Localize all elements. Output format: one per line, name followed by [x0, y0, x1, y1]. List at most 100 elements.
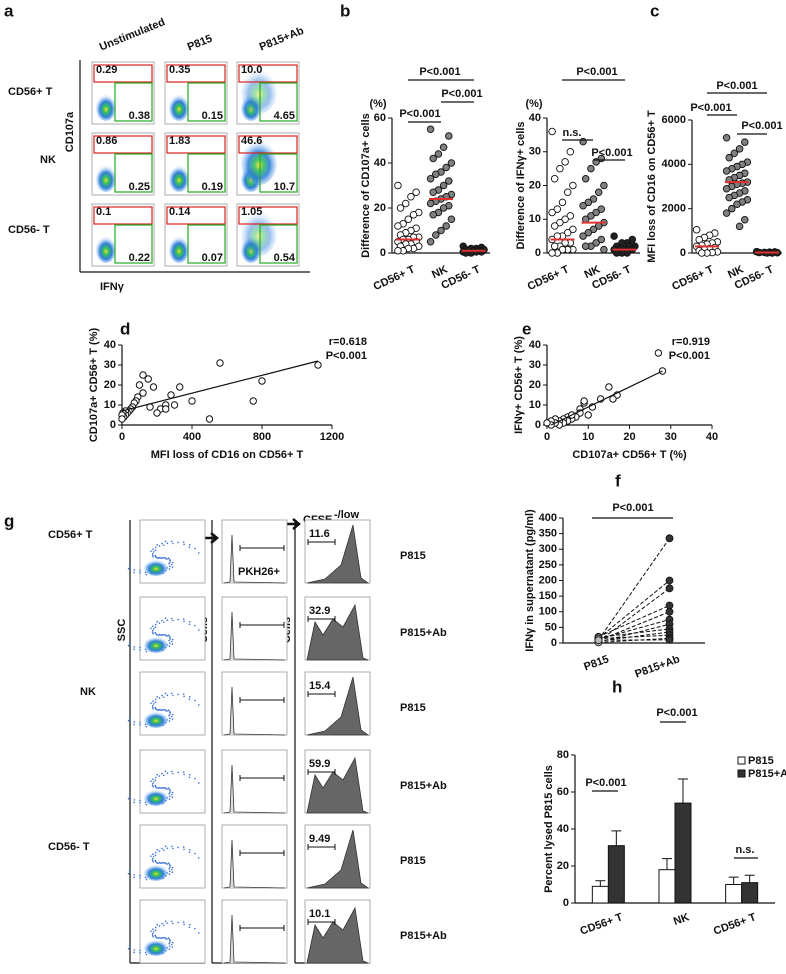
- scatter-dot: [154, 929, 157, 931]
- data-point: [733, 200, 741, 208]
- scatter-dot: [145, 878, 148, 881]
- scatter-dot: [167, 634, 170, 636]
- scatter-dot: [159, 787, 162, 789]
- histogram: [223, 764, 286, 814]
- data-point: [176, 383, 184, 391]
- data-point: [600, 245, 608, 254]
- scatter-dot: [188, 776, 191, 779]
- scatter-dot: [152, 628, 155, 630]
- scatter-dot: [154, 859, 157, 862]
- histogram: [306, 906, 369, 964]
- row-label: NK: [40, 154, 56, 166]
- panel-label: a: [4, 1, 14, 20]
- scatter-dot: [158, 708, 161, 711]
- scatter-dot: [182, 541, 185, 543]
- scatter-dot: [172, 772, 174, 775]
- scatter-dot: [152, 931, 155, 933]
- data-point: [144, 375, 152, 383]
- scatter-dot: [171, 638, 174, 641]
- data-point: [563, 228, 572, 237]
- scatter-dot: [145, 650, 148, 653]
- data-point: [563, 188, 572, 196]
- scatter-dot: [161, 772, 163, 775]
- scatter-dot: [166, 922, 169, 924]
- y-axis-label: IFNγ+ CD56+ T (%): [513, 336, 525, 434]
- bar: [674, 802, 692, 904]
- scatter-dot: [158, 545, 161, 547]
- gate-bar: [239, 622, 285, 628]
- data-point: [730, 149, 739, 157]
- gate-upper: [166, 206, 226, 225]
- gate-value: 4.65: [274, 110, 295, 122]
- scatter-dot: [151, 859, 154, 862]
- scatter-dot: [168, 788, 171, 791]
- scatter-dot: [158, 775, 161, 777]
- scatter-dot: [177, 771, 179, 774]
- data-point: [618, 239, 626, 247]
- scatter-dot: [155, 707, 157, 710]
- scatter-dot: [169, 795, 171, 798]
- data-point: [722, 184, 731, 193]
- annotation: n.s.: [563, 127, 582, 139]
- density-blob: [144, 940, 168, 956]
- scatter-dot: [166, 542, 169, 544]
- scatter-dot: [161, 922, 163, 925]
- annotation: r=0.618: [329, 336, 367, 348]
- scatter-dot: [156, 936, 158, 939]
- density-blob: [96, 95, 116, 121]
- scatter-dot: [167, 787, 170, 789]
- annotation: P<0.001: [612, 502, 653, 514]
- scatter-dot: [164, 770, 167, 773]
- scatter-dot: [150, 550, 152, 553]
- gate-value: 15.4: [309, 680, 331, 692]
- data-point: [439, 181, 448, 190]
- scatter-dot: [154, 701, 157, 703]
- gate-value: 0.1: [96, 206, 111, 218]
- scatter-dot: [128, 870, 131, 873]
- scatter-dot: [170, 640, 173, 643]
- scatter-dot: [133, 721, 136, 723]
- condition-label: P815+Ab: [400, 780, 447, 792]
- scatter-dot: [172, 847, 174, 850]
- gate-value: 0.35: [169, 64, 190, 76]
- x-tick-label: CD56+ T: [372, 263, 417, 293]
- scatter-dot: [133, 569, 136, 571]
- y-tick-label: 0: [680, 247, 686, 259]
- data-point: [216, 359, 224, 367]
- data-point: [692, 225, 701, 234]
- scatter-dot: [169, 789, 171, 792]
- scatter-dot: [154, 926, 157, 929]
- y-tick-label: 10: [529, 213, 541, 225]
- scatter-dot: [154, 779, 157, 781]
- error-bar: [595, 880, 606, 887]
- scatter-dot: [188, 698, 191, 701]
- x-tick-label: CD56+ T: [579, 911, 625, 938]
- data-point: [665, 584, 674, 593]
- data-point: [439, 204, 448, 212]
- scatter-dot: [133, 723, 135, 726]
- data-point: [432, 170, 440, 178]
- scatter-dot: [170, 540, 173, 543]
- scatter-dot: [169, 711, 171, 714]
- x-tick-label: 40: [706, 431, 718, 443]
- annotation: P<0.001: [419, 66, 460, 78]
- data-point: [725, 193, 733, 202]
- scatter-dot: [170, 692, 173, 695]
- panel-label: g: [4, 511, 14, 530]
- fit-line: [121, 360, 319, 412]
- data-point: [741, 138, 749, 146]
- x-axis-label: MFI loss of CD16 on CD56+ T: [151, 449, 304, 461]
- data-point: [188, 397, 196, 405]
- data-point: [581, 242, 590, 250]
- scatter-dot: [182, 693, 185, 695]
- gate-header-sup: -/low: [334, 509, 359, 521]
- scatter-dot: [169, 866, 171, 868]
- scatter-dot: [171, 561, 174, 564]
- gate-lower: [114, 82, 153, 122]
- gate-value: 10.7: [274, 181, 295, 193]
- scatter-dot: [128, 642, 131, 645]
- scatter-dot: [170, 868, 173, 871]
- scatter-dot: [151, 932, 154, 935]
- scatter-dot: [169, 791, 171, 793]
